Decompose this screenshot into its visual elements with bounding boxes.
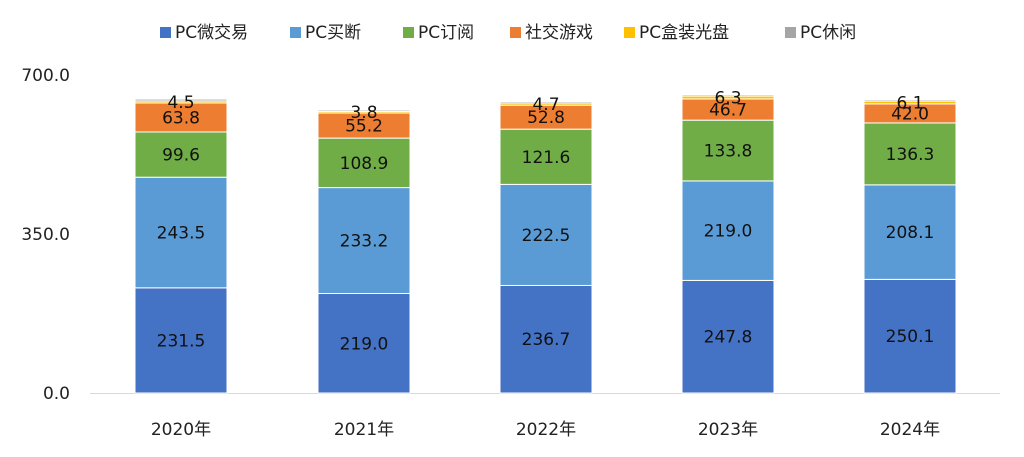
bar-segment	[863, 184, 957, 280]
bar-segment	[134, 98, 228, 102]
x-tick-label: 2020年	[151, 420, 211, 440]
data-label: 42.0	[891, 104, 929, 124]
legend-item: PC微交易	[160, 23, 248, 43]
data-label: 52.8	[527, 108, 565, 128]
legend-label: PC盒装光盘	[639, 23, 729, 43]
data-label: 243.5	[157, 224, 206, 244]
bar-segment	[863, 122, 957, 186]
data-label: 136.3	[886, 145, 935, 165]
legend-label: PC休闲	[800, 23, 856, 43]
bar-segment	[681, 180, 775, 281]
y-tick-label: 350.0	[21, 225, 70, 245]
legend-item: PC休闲	[785, 23, 856, 43]
data-label: 3.8	[350, 103, 377, 123]
legend-label: PC订阅	[418, 23, 474, 43]
bar-segment	[499, 284, 593, 394]
y-tick-label: 700.0	[21, 66, 70, 86]
bar-segment	[499, 101, 593, 104]
data-label: 108.9	[340, 154, 389, 174]
legend-swatch	[785, 27, 796, 38]
data-label: 99.6	[162, 146, 200, 166]
data-label: 219.0	[704, 222, 753, 242]
legend: PC微交易 PC买断 PC订阅 社交游戏 PC盒装光盘 PC休闲	[160, 23, 856, 43]
legend-swatch	[510, 27, 521, 38]
bar-segment	[317, 109, 411, 112]
x-tick-label: 2023年	[698, 420, 758, 440]
legend-item: PC买断	[290, 23, 361, 43]
legend-item: PC订阅	[403, 23, 474, 43]
bar-segment	[499, 183, 593, 286]
legend-swatch	[624, 27, 635, 38]
legend-label: 社交游戏	[525, 23, 593, 43]
bar-segment	[681, 279, 775, 394]
data-label: 121.6	[522, 148, 571, 168]
data-labels: 231.5 243.5 99.6 63.84.5 219.0 233.2 108.9 55.2…	[157, 89, 935, 355]
data-label: 222.5	[522, 226, 571, 246]
legend-swatch	[160, 27, 171, 38]
x-tick-label: 2024年	[880, 420, 940, 440]
data-label: 6.3	[714, 89, 741, 109]
data-label: 4.7	[532, 95, 559, 115]
bar-segment	[863, 99, 957, 102]
data-label: 133.8	[704, 142, 753, 162]
data-label: 208.1	[886, 223, 935, 243]
legend-item: PC盒装光盘	[624, 23, 729, 43]
data-label: 6.1	[896, 93, 923, 113]
bar-segment	[134, 131, 228, 178]
bars	[134, 94, 957, 394]
data-label: 46.7	[709, 101, 747, 121]
bar-segment	[681, 94, 775, 97]
bar-segment	[863, 278, 957, 394]
data-label: 231.5	[157, 331, 206, 351]
bar-segment	[134, 102, 228, 133]
data-label: 4.5	[167, 93, 194, 113]
data-label: 236.7	[522, 330, 571, 350]
data-label: 63.8	[162, 108, 200, 128]
legend-label: PC微交易	[175, 23, 248, 43]
legend-swatch	[403, 27, 414, 38]
bar-segment	[134, 176, 228, 289]
bar-segment	[317, 112, 411, 139]
axes: 0.0 350.0 700.0 2020年 2021年 2022年 2023年 2024年	[21, 66, 1000, 440]
x-tick-label: 2022年	[516, 420, 576, 440]
bar-segment	[317, 187, 411, 295]
data-label: 247.8	[704, 328, 753, 348]
x-tick-label: 2021年	[334, 420, 394, 440]
legend-label: PC买断	[305, 23, 361, 43]
data-label: 55.2	[345, 117, 383, 137]
data-label: 250.1	[886, 327, 935, 347]
legend-item: 社交游戏	[510, 23, 593, 43]
data-label: 219.0	[340, 334, 389, 354]
legend-swatch	[290, 27, 301, 38]
bar-segment	[317, 137, 411, 189]
data-label: 233.2	[340, 232, 389, 252]
bar-segment	[134, 287, 228, 394]
y-tick-label: 0.0	[43, 384, 70, 404]
